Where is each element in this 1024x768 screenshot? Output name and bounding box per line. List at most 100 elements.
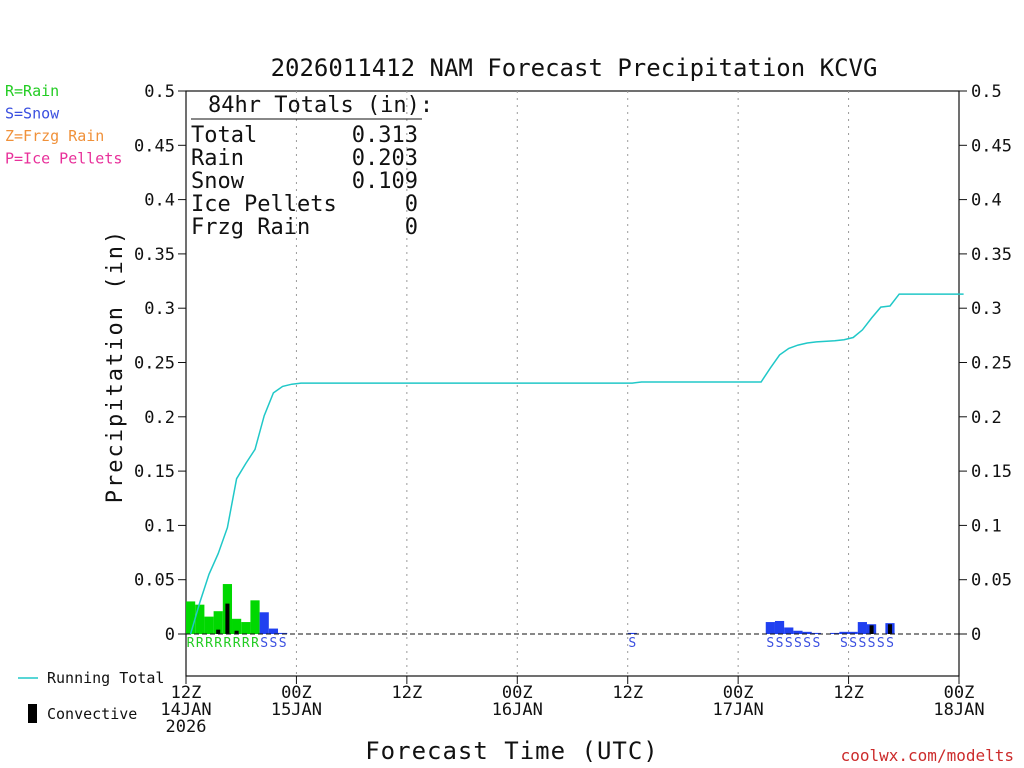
y-tick-label-right: 0.2 <box>971 408 1002 428</box>
rain-bar <box>195 604 205 634</box>
snow-bar <box>784 627 794 634</box>
y-tick-label-right: 0.3 <box>971 299 1002 319</box>
totals-row-label: Total <box>191 123 257 148</box>
running-total-legend-label: Running Total <box>47 669 164 687</box>
totals-row-value: 0 <box>405 192 418 217</box>
y-tick-label-left: 0.3 <box>144 299 175 319</box>
x-axis-label: Forecast Time (UTC) <box>365 737 659 765</box>
convective-bar <box>869 625 874 634</box>
snow-bar <box>278 632 288 634</box>
x-tick-label: 00Z <box>502 683 533 703</box>
y-axis-label: Precipitation (in) <box>103 229 128 503</box>
y-tick-label-left: 0.5 <box>144 82 175 102</box>
ptype-snow-marker: S <box>785 636 793 651</box>
x-tick-label: 12Z <box>612 683 643 703</box>
x-tick-label: 14JAN <box>160 700 211 720</box>
ptype-snow-marker: S <box>886 636 894 651</box>
snow-bar <box>830 632 840 634</box>
ptype-rain-marker: R <box>223 636 231 651</box>
snow-bar <box>259 612 269 634</box>
ptype-rain-marker: R <box>196 636 204 651</box>
ptype-snow-marker: S <box>270 636 278 651</box>
y-tick-label-right: 0.35 <box>971 245 1012 265</box>
bottom-legend: Running Total Convective <box>18 669 164 723</box>
ptype-snow-marker: S <box>849 636 857 651</box>
y-tick-label-left: 0.2 <box>144 408 175 428</box>
y-tick-label-right: 0.1 <box>971 516 1002 536</box>
convective-legend-swatch <box>28 704 37 723</box>
x-tick-label: 00Z <box>281 683 312 703</box>
ptype-rain-marker: R <box>205 636 213 651</box>
convective-legend-label: Convective <box>47 705 137 723</box>
totals-row-label: Rain <box>191 146 244 171</box>
snow-bar <box>268 628 279 634</box>
totals-row-label: Frzg Rain <box>191 215 310 240</box>
chart-title: 2026011412 NAM Forecast Precipitation KC… <box>271 54 878 82</box>
y-tick-label-left: 0.25 <box>134 354 175 374</box>
ptype-rain-marker: R <box>251 636 259 651</box>
ptype-snow-marker: S <box>260 636 268 651</box>
ptype-snow-marker: S <box>868 636 876 651</box>
plot-border <box>185 90 960 677</box>
x-tick-label: 17JAN <box>713 700 764 720</box>
ptype-snow-marker: S <box>858 636 866 651</box>
x-tick-label: 18JAN <box>933 700 984 720</box>
y-tick-label-left: 0 <box>165 625 175 645</box>
y-tick-label-right: 0.05 <box>971 571 1012 591</box>
convective-bar <box>234 630 239 634</box>
ptype-snow-marker: S <box>279 636 287 651</box>
ptype-legend-item: R=Rain <box>5 82 59 100</box>
convective-bar <box>216 629 221 634</box>
y-axis-left: 0.5 0.45 0.4 0.35 0.3 0.25 0.2 0.15 0.1 0.05 0 <box>134 82 186 645</box>
snow-bar <box>774 620 785 634</box>
totals-row-value: 0 <box>405 215 418 240</box>
ptype-snow-marker: S <box>803 636 811 651</box>
totals-row-label: Snow <box>191 169 245 194</box>
snow-bar <box>811 632 821 634</box>
x-tick-label: 12Z <box>171 683 202 703</box>
y-tick-label-left: 0.45 <box>134 136 175 156</box>
x-tick-label: 00Z <box>723 683 754 703</box>
totals-box: 84hr Totals (in): Total 0.313 Rain 0.203 Sno… <box>191 93 433 240</box>
y-tick-label-right: 0.15 <box>971 462 1012 482</box>
y-tick-label-right: 0 <box>971 625 981 645</box>
y-tick-label-left: 0.05 <box>134 571 175 591</box>
y-tick-label-left: 0.1 <box>144 516 175 536</box>
rain-bar <box>204 616 214 634</box>
snow-bar <box>765 622 775 634</box>
totals-header: 84hr Totals (in): <box>208 93 433 118</box>
running-total-line <box>189 293 964 635</box>
x-tick-label: 15JAN <box>271 700 322 720</box>
ptype-snow-marker: S <box>840 636 848 651</box>
x-tick-label: 16JAN <box>492 700 543 720</box>
ptype-legend: R=Rain S=Snow Z=Frzg Rain P=Ice Pellets <box>5 82 122 168</box>
snow-bar <box>793 630 803 634</box>
ptype-legend-item: P=Ice Pellets <box>5 150 122 168</box>
ptype-rain-marker: R <box>187 636 195 651</box>
ptype-snow-marker: S <box>877 636 885 651</box>
rain-bar <box>232 618 242 634</box>
snow-bar <box>848 631 858 634</box>
y-tick-label-right: 0.4 <box>971 191 1002 211</box>
precip-bars <box>186 584 895 634</box>
totals-row-value: 0.203 <box>352 146 418 171</box>
y-tick-label-right: 0.45 <box>971 136 1012 156</box>
y-tick-label-left: 0.35 <box>134 245 175 265</box>
ptype-snow-marker: S <box>812 636 820 651</box>
ptype-rain-marker: R <box>214 636 222 651</box>
totals-row-value: 0.313 <box>352 123 418 148</box>
x-tick-label: 12Z <box>833 683 864 703</box>
rain-bar <box>241 622 251 634</box>
y-tick-label-right: 0.25 <box>971 354 1012 374</box>
snow-bar <box>857 622 867 634</box>
ptype-rain-marker: R <box>233 636 241 651</box>
totals-row-label: Ice Pellets <box>191 192 337 217</box>
convective-bar <box>887 624 893 634</box>
snow-bar <box>839 631 849 634</box>
snow-bar <box>802 631 812 634</box>
rain-bar <box>213 611 223 634</box>
ptype-rain-marker: R <box>242 636 250 651</box>
ptype-legend-item: Z=Frzg Rain <box>5 127 104 145</box>
x-tick-label: 12Z <box>391 683 422 703</box>
